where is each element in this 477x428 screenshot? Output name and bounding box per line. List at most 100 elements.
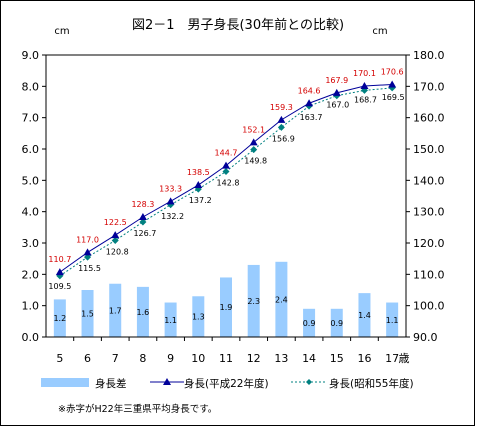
marker-s55 bbox=[250, 146, 258, 154]
h22-value-label: 167.9 bbox=[325, 76, 348, 85]
left-tick-label: 2.0 bbox=[22, 268, 40, 281]
bar-value-label: 1.1 bbox=[164, 316, 177, 325]
x-tick-label: 5 bbox=[56, 352, 63, 365]
bar-value-label: 2.4 bbox=[275, 295, 288, 304]
marker-s55 bbox=[277, 123, 285, 131]
bar-value-label: 1.7 bbox=[109, 306, 122, 315]
bar-value-label: 1.5 bbox=[81, 310, 94, 319]
x-tick-label: 17 bbox=[385, 352, 399, 365]
bar bbox=[275, 261, 288, 337]
legend-label-h22: 身長(平成22年度) bbox=[184, 377, 269, 390]
h22-value-label: 144.7 bbox=[215, 149, 238, 158]
h22-value-label: 110.7 bbox=[48, 255, 71, 264]
marker-h22 bbox=[138, 212, 147, 220]
s55-value-label: 137.2 bbox=[189, 196, 212, 205]
bar-value-label: 1.9 bbox=[220, 303, 233, 312]
bar bbox=[164, 302, 177, 337]
marker-h22 bbox=[249, 138, 258, 146]
bar-value-label: 2.3 bbox=[247, 297, 260, 306]
right-axis-unit: cm bbox=[372, 26, 387, 37]
left-tick-label: 3.0 bbox=[22, 237, 40, 250]
plot-border bbox=[45, 54, 407, 338]
h22-value-label: 117.0 bbox=[76, 235, 99, 244]
h22-value-label: 122.5 bbox=[104, 218, 127, 227]
s55-value-label: 142.8 bbox=[217, 179, 240, 188]
h22-value-label: 170.6 bbox=[381, 67, 404, 76]
right-tick-label: 120.0 bbox=[413, 237, 445, 250]
x-axis-unit: 歳 bbox=[399, 352, 410, 365]
marker-s55 bbox=[111, 236, 119, 244]
h22-value-label: 164.6 bbox=[298, 86, 321, 95]
s55-value-label: 168.7 bbox=[354, 95, 377, 104]
s55-value-label: 126.7 bbox=[133, 229, 156, 238]
marker-h22 bbox=[332, 88, 341, 96]
x-tick-label: 11 bbox=[219, 352, 233, 365]
s55-value-label: 169.5 bbox=[382, 93, 405, 102]
bar bbox=[358, 293, 371, 337]
bar-value-label: 1.4 bbox=[358, 311, 371, 320]
x-tick-label: 13 bbox=[274, 352, 288, 365]
right-tick-label: 150.0 bbox=[413, 143, 445, 156]
bar-value-label: 0.9 bbox=[303, 319, 316, 328]
x-tick-label: 7 bbox=[112, 352, 119, 365]
bar-value-label: 1.3 bbox=[192, 313, 205, 322]
s55-value-label: 156.9 bbox=[272, 134, 295, 143]
h22-value-label: 170.1 bbox=[353, 69, 376, 78]
marker-h22 bbox=[83, 248, 92, 256]
bar bbox=[53, 299, 66, 337]
h22-value-label: 138.5 bbox=[187, 168, 210, 177]
left-tick-label: 0.0 bbox=[22, 331, 40, 344]
left-tick-label: 9.0 bbox=[22, 49, 40, 62]
bar-value-label: 1.6 bbox=[137, 308, 150, 317]
left-tick-label: 5.0 bbox=[22, 174, 40, 187]
x-tick-label: 10 bbox=[191, 352, 205, 365]
h22-value-label: 128.3 bbox=[131, 200, 154, 209]
marker-s55 bbox=[222, 168, 230, 176]
s55-value-label: 115.5 bbox=[78, 264, 101, 273]
legend-marker-h22 bbox=[163, 378, 171, 385]
bar bbox=[81, 290, 94, 337]
x-tick-label: 6 bbox=[84, 352, 91, 365]
s55-value-label: 109.5 bbox=[48, 282, 71, 291]
marker-h22 bbox=[277, 115, 286, 123]
right-tick-label: 110.0 bbox=[413, 268, 445, 281]
right-tick-label: 160.0 bbox=[413, 112, 445, 125]
right-tick-label: 90.0 bbox=[413, 331, 438, 344]
left-tick-label: 6.0 bbox=[22, 143, 40, 156]
h22-value-label: 152.1 bbox=[242, 125, 265, 134]
bar bbox=[386, 302, 399, 337]
legend-label-s55: 身長(昭和55年度) bbox=[329, 377, 414, 390]
marker-s55 bbox=[139, 218, 147, 226]
x-tick-label: 16 bbox=[357, 352, 371, 365]
right-tick-label: 170.0 bbox=[413, 80, 445, 93]
right-tick-label: 130.0 bbox=[413, 206, 445, 219]
marker-h22 bbox=[388, 80, 397, 88]
x-tick-label: 14 bbox=[302, 352, 316, 365]
h22-value-label: 159.3 bbox=[270, 103, 293, 112]
bar bbox=[220, 277, 232, 337]
s55-value-label: 163.7 bbox=[300, 113, 323, 122]
marker-h22 bbox=[305, 99, 314, 107]
s55-value-label: 167.0 bbox=[326, 101, 349, 110]
marker-h22 bbox=[194, 181, 203, 189]
chart-title: 図2－1 男子身長(30年前との比較) bbox=[132, 17, 344, 33]
bar-value-label: 0.9 bbox=[330, 319, 343, 328]
left-tick-label: 7.0 bbox=[22, 112, 40, 125]
x-tick-label: 15 bbox=[330, 352, 344, 365]
legend-marker-s55 bbox=[306, 379, 312, 385]
x-tick-label: 8 bbox=[139, 352, 146, 365]
s55-value-label: 120.8 bbox=[106, 247, 129, 256]
legend-swatch-bar bbox=[41, 378, 89, 387]
left-tick-label: 1.0 bbox=[22, 300, 40, 313]
right-tick-label: 100.0 bbox=[413, 300, 445, 313]
right-tick-label: 140.0 bbox=[413, 174, 445, 187]
marker-h22 bbox=[222, 161, 230, 169]
h22-value-label: 133.3 bbox=[159, 184, 182, 193]
marker-h22 bbox=[111, 231, 120, 239]
chart-note: ※赤字がH22年三重県平均身長です。 bbox=[58, 403, 217, 415]
bar bbox=[247, 264, 260, 337]
left-axis-unit: cm bbox=[54, 26, 69, 37]
bar-value-label: 1.2 bbox=[53, 314, 66, 323]
